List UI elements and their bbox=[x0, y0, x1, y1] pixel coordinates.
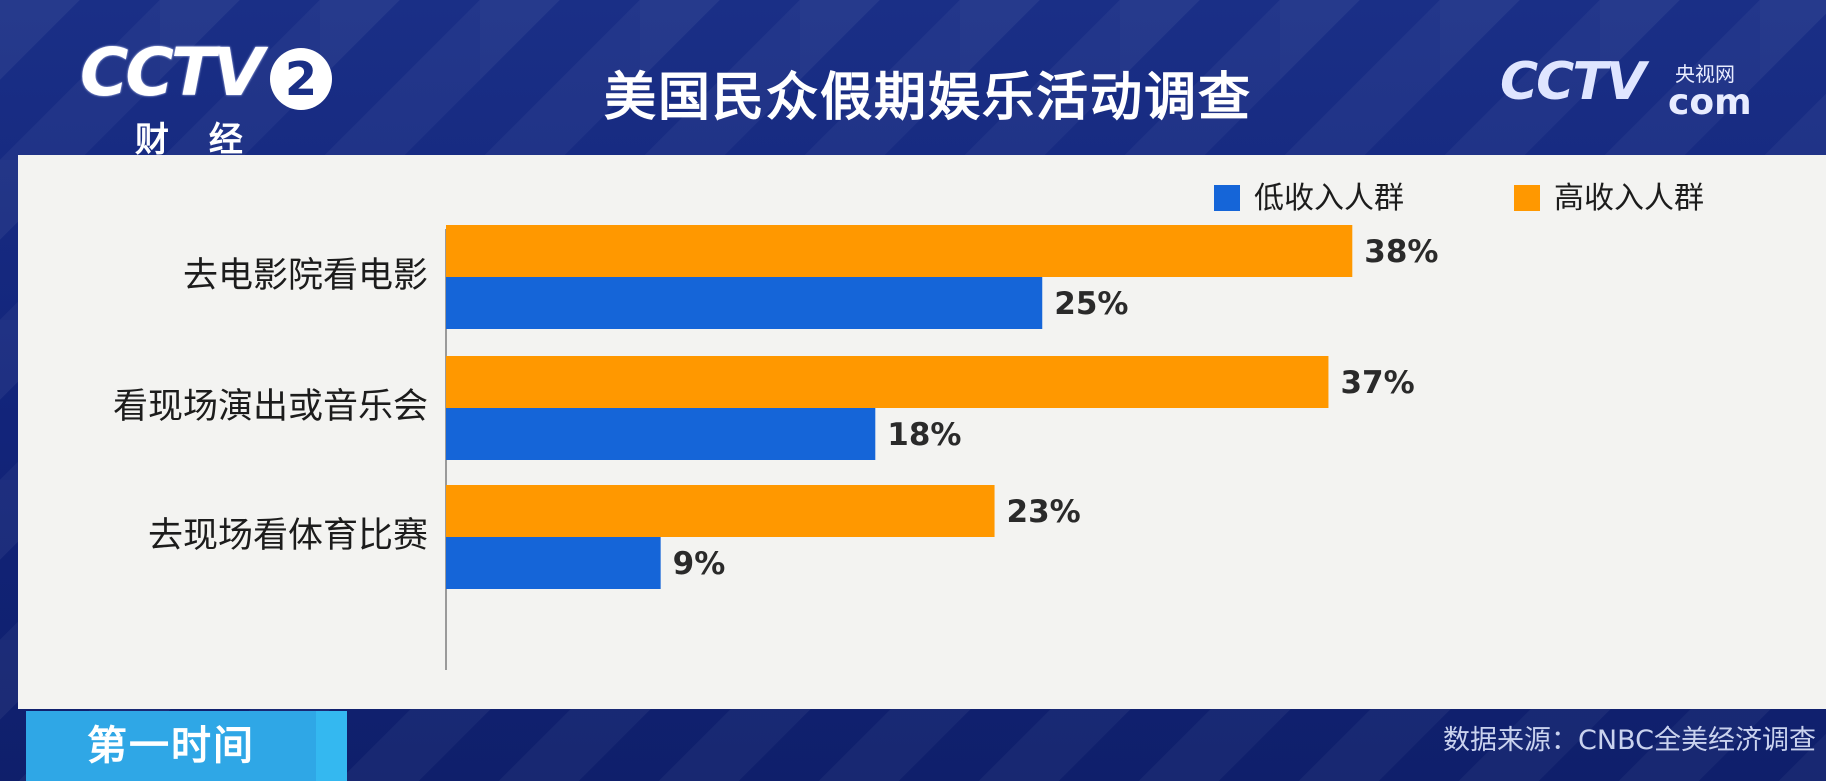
legend-swatch bbox=[1514, 185, 1540, 211]
legend-swatch bbox=[1214, 185, 1240, 211]
channel-name: 财 经 bbox=[135, 120, 257, 160]
chart-panel: 去电影院看电影 38% 25% 看现场演出或音乐会 37% 18% 去现场看体育比赛 23% 9… bbox=[18, 155, 1826, 709]
cctv-com-logo: CCTV 央视网 com bbox=[1500, 52, 1780, 132]
bar-chart: 去电影院看电影 38% 25% 看现场演出或音乐会 37% 18% 去现场看体育比赛 23% 9… bbox=[113, 181, 1704, 670]
legend-label: 低收入人群 bbox=[1254, 181, 1404, 216]
bar-high-income bbox=[446, 485, 995, 537]
bar-high-income bbox=[446, 225, 1353, 277]
bar-low-income bbox=[446, 277, 1043, 329]
category-label: 去电影院看电影 bbox=[183, 256, 428, 296]
bar-high-income bbox=[446, 356, 1329, 408]
category-label: 去现场看体育比赛 bbox=[148, 516, 428, 556]
data-label: 37% bbox=[1340, 365, 1414, 401]
data-label: 38% bbox=[1364, 234, 1438, 270]
bar-low-income bbox=[446, 408, 876, 460]
cctv-logo-text: CCTV bbox=[80, 34, 264, 111]
cctv2-logo: CCTV 2 财 经 bbox=[80, 34, 350, 160]
data-label: 23% bbox=[1007, 494, 1081, 530]
data-label: 25% bbox=[1054, 286, 1128, 322]
site-logo-text: CCTV bbox=[1500, 52, 1646, 112]
data-source: 数据来源：CNBC全美经济调查 bbox=[1443, 725, 1816, 756]
program-name: 第一时间 bbox=[26, 711, 316, 781]
site-logo-suffix: com bbox=[1668, 82, 1752, 123]
data-label: 9% bbox=[673, 546, 726, 582]
category-label: 看现场演出或音乐会 bbox=[113, 387, 428, 427]
legend-label: 高收入人群 bbox=[1554, 181, 1704, 216]
data-label: 18% bbox=[887, 417, 961, 453]
chart-title: 美国民众假期娱乐活动调查 bbox=[603, 68, 1252, 128]
site-logo-subtitle: 央视网 bbox=[1675, 62, 1735, 86]
program-bar: 第一时间 bbox=[26, 711, 347, 781]
bar-low-income bbox=[446, 537, 661, 589]
channel-number: 2 bbox=[270, 48, 332, 110]
